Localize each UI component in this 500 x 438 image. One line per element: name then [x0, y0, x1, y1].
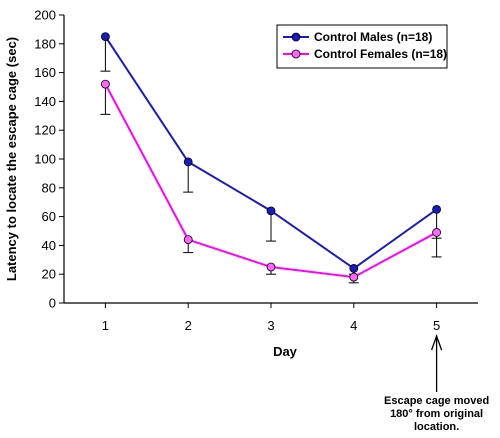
data-point: [101, 79, 110, 89]
annotation-line: 180° from original: [390, 408, 483, 420]
data-point: [266, 262, 276, 272]
y-tick-label: 180: [34, 36, 56, 51]
y-tick-label: 0: [49, 296, 56, 311]
data-point: [349, 264, 359, 273]
y-tick-label: 200: [34, 8, 56, 23]
y-tick-label: 60: [42, 209, 56, 224]
y-axis-title: Latency to locate the escape cage (sec): [4, 37, 19, 281]
annotation-line: Escape cage moved: [384, 395, 489, 407]
legend-label: Control Males (n=18): [314, 30, 432, 44]
x-tick-label: 3: [267, 318, 274, 333]
x-tick-label: 4: [350, 318, 357, 333]
annotation: Escape cage moved 180° from original loc…: [384, 334, 489, 433]
series-1: [100, 32, 442, 275]
y-ticks: 0 20 40 60 80 100 120 140 160 180 200: [34, 8, 64, 311]
legend-box: [276, 24, 448, 69]
y-tick-label: 80: [42, 180, 56, 195]
data-point: [432, 204, 442, 214]
x-tick-label: 5: [433, 318, 440, 333]
data-point: [101, 32, 110, 41]
legend-label: Control Females (n=18): [314, 47, 447, 61]
y-tick-label: 120: [34, 123, 56, 138]
data-point: [266, 206, 276, 216]
x-ticks: 1 2 3 4 5: [102, 303, 440, 333]
series-layer: [100, 32, 442, 284]
x-tick-label: 1: [102, 318, 109, 333]
data-point: [432, 228, 442, 237]
data-point: [183, 157, 193, 167]
series-2: [100, 79, 442, 284]
legend: Control Males (n=18) Control Females (n=1…: [276, 24, 448, 69]
legend-items: Control Males (n=18) Control Females (n=1…: [283, 30, 447, 61]
y-tick-label: 140: [34, 94, 56, 109]
legend-marker: [291, 32, 301, 42]
y-tick-label: 100: [34, 152, 56, 167]
y-tick-label: 160: [34, 65, 56, 80]
legend-marker: [291, 49, 301, 59]
x-axis-title: Day: [273, 344, 298, 359]
y-tick-label: 40: [42, 238, 56, 253]
x-tick-label: 2: [185, 318, 192, 333]
annotation-line: location.: [414, 421, 459, 433]
arrow-head-icon: [430, 334, 443, 351]
y-tick-label: 20: [42, 267, 56, 282]
data-point: [349, 272, 359, 282]
data-point: [183, 235, 193, 245]
